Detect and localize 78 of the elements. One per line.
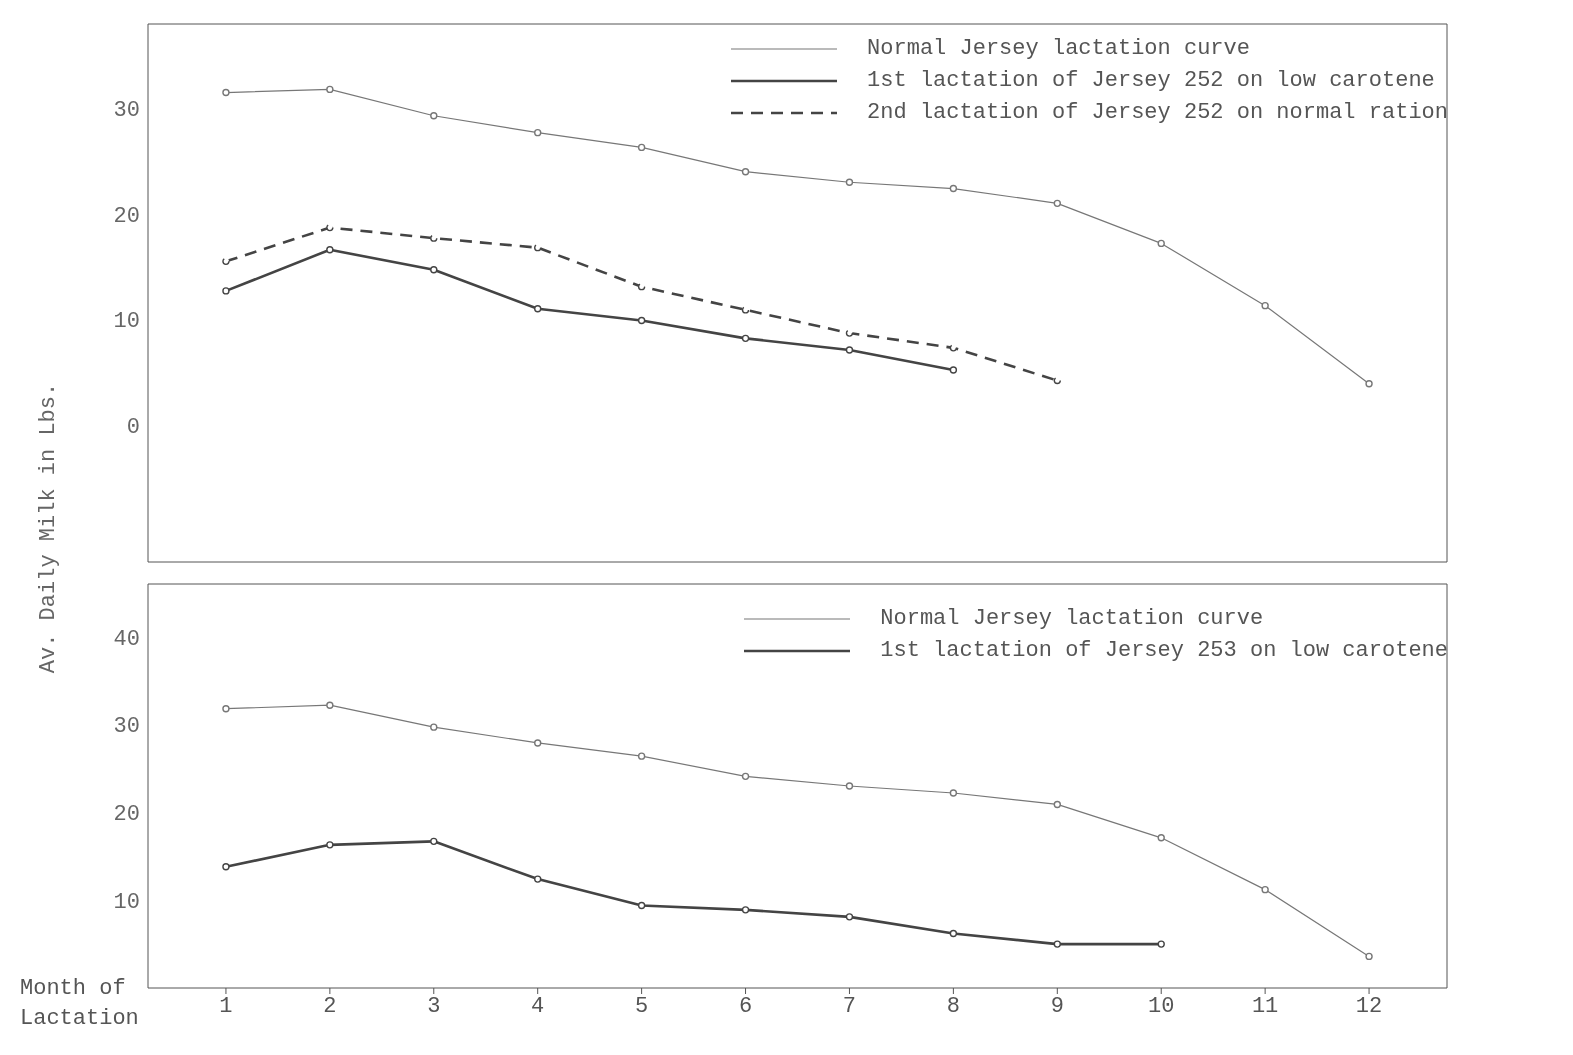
y-tick-label: 10 [113, 889, 140, 915]
point [430, 112, 438, 120]
point [949, 789, 958, 797]
point [949, 184, 958, 193]
point [430, 234, 438, 242]
point [1053, 800, 1061, 809]
point [430, 837, 438, 846]
point [326, 85, 334, 94]
point [1157, 239, 1165, 248]
point [326, 701, 334, 709]
point [1053, 376, 1061, 385]
x-tick-label: 10 [1148, 993, 1175, 1019]
point [845, 346, 854, 354]
point [1261, 885, 1269, 894]
x-tick-label: 2 [323, 993, 337, 1019]
point [534, 128, 542, 137]
y-tick-label: 40 [113, 626, 140, 652]
point [222, 705, 230, 713]
point [741, 167, 750, 176]
point [430, 723, 438, 731]
point [637, 143, 646, 152]
point [1053, 199, 1061, 208]
point [637, 316, 646, 325]
point [1157, 834, 1165, 842]
point [637, 901, 646, 910]
x-tick-label: 1 [219, 993, 233, 1019]
y-axis-title: Av. Daily Milk in Lbs. [35, 382, 61, 674]
point [949, 929, 958, 938]
x-tick-label: 12 [1355, 993, 1383, 1019]
y-tick-label: 0 [126, 414, 140, 440]
x-tick-label: 4 [531, 993, 545, 1019]
legend-label: Normal Jersey lactation curve [880, 605, 1264, 633]
point [534, 875, 542, 883]
point [845, 178, 854, 186]
point [534, 243, 542, 252]
y-tick-label: 10 [113, 309, 140, 335]
legend-label: Normal Jersey lactation curve [867, 35, 1250, 63]
point [222, 88, 230, 97]
point [741, 306, 750, 314]
point [326, 246, 334, 254]
y-tick-label: 30 [113, 98, 140, 124]
legend-label: 1st lactation of Jersey 252 on low carotene [867, 67, 1435, 95]
point [741, 906, 750, 914]
point [534, 305, 542, 313]
point [637, 282, 646, 291]
point [326, 223, 334, 232]
point [845, 913, 854, 921]
legend-label: 2nd lactation of Jersey 252 on normal ration [867, 99, 1448, 127]
legend-label: 1st lactation of Jersey 253 on low carotene [880, 637, 1448, 665]
point [949, 344, 958, 352]
x-tick-label: 5 [635, 993, 649, 1019]
point [1365, 380, 1373, 388]
x-tick-label: 11 [1251, 993, 1279, 1019]
point [845, 329, 854, 337]
y-tick-label: 20 [113, 203, 140, 229]
point [845, 782, 854, 790]
point [949, 366, 958, 374]
point [222, 257, 230, 266]
y-tick-label: 20 [113, 802, 140, 828]
point [222, 863, 230, 871]
point [741, 334, 750, 343]
point [741, 772, 750, 781]
x-tick-label: 3 [427, 993, 441, 1019]
point [1261, 301, 1269, 310]
point [1053, 940, 1061, 948]
point [637, 752, 646, 760]
x-axis-title: Month of Lactation [20, 975, 140, 1033]
point [534, 739, 542, 747]
x-tick-label: 8 [946, 993, 960, 1019]
x-tick-label: 9 [1050, 993, 1064, 1019]
point [430, 266, 438, 274]
point [326, 841, 334, 849]
y-tick-label: 30 [113, 714, 140, 740]
x-tick-label: 6 [738, 993, 753, 1019]
point [1157, 940, 1165, 948]
point [1365, 952, 1373, 961]
point [222, 287, 230, 295]
x-tick-label: 7 [842, 993, 857, 1019]
